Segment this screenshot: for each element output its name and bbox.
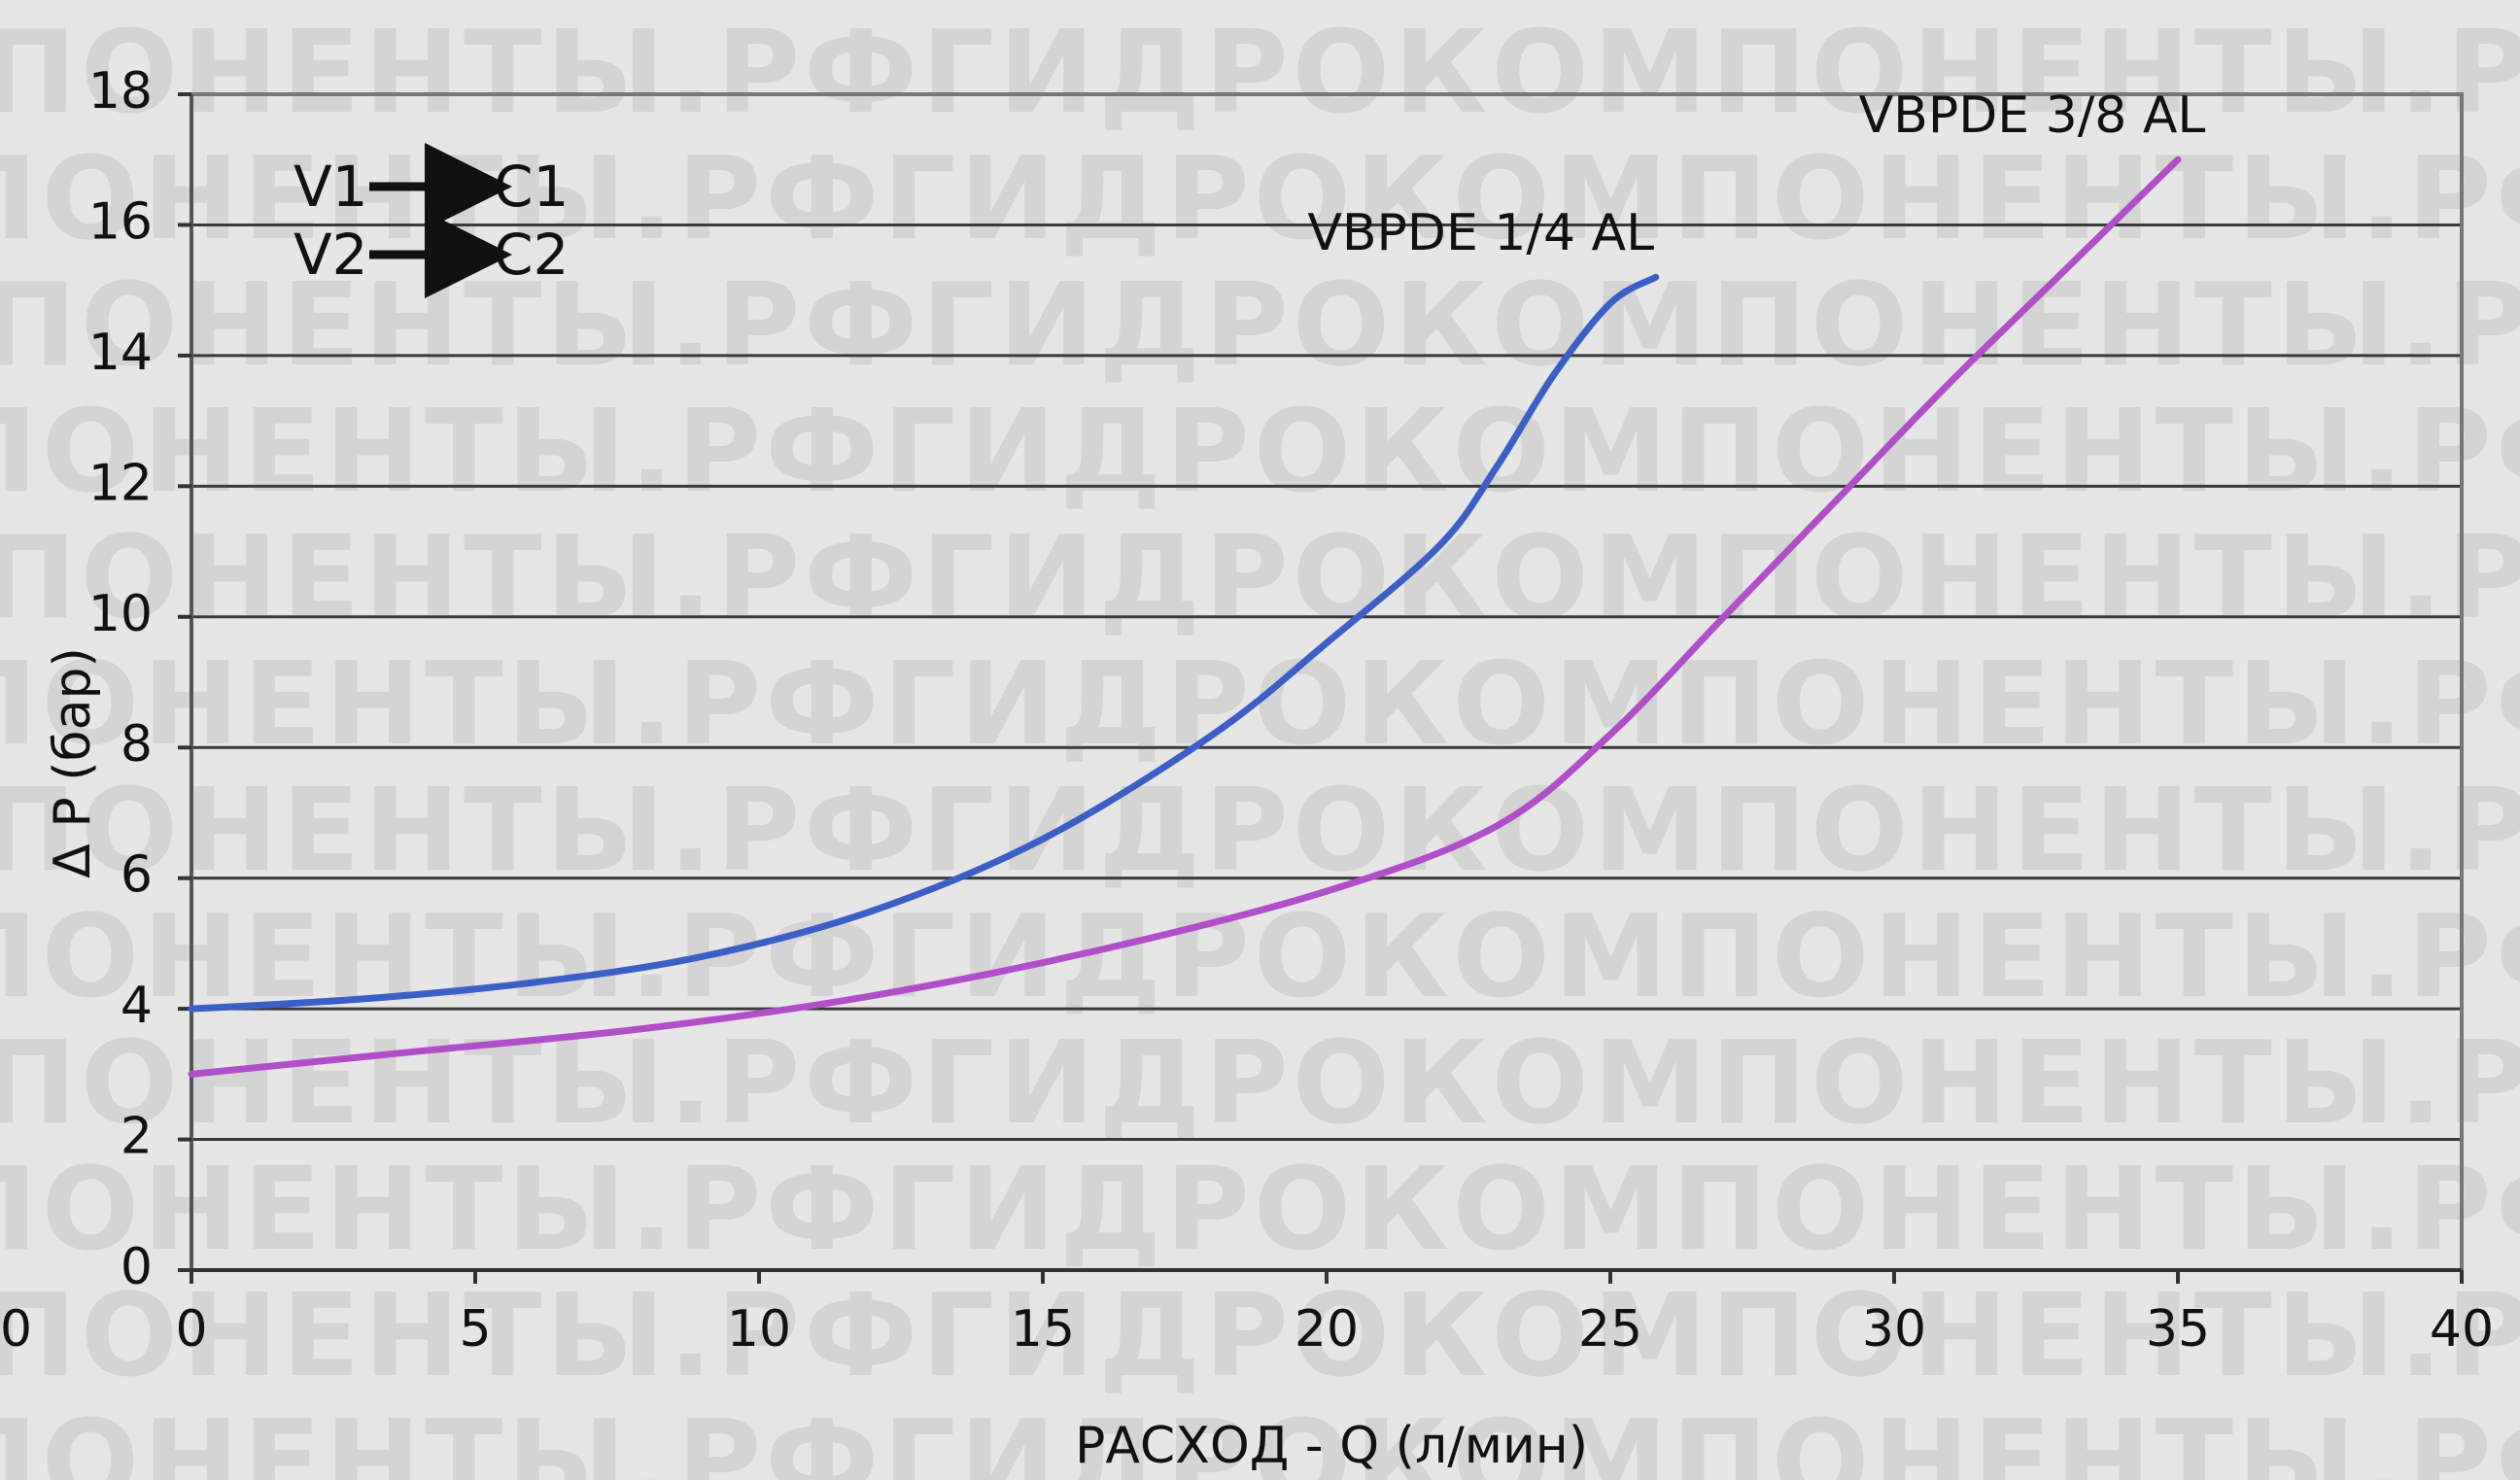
y-tick-label: 18 bbox=[88, 62, 153, 120]
legend-from: V1 bbox=[293, 154, 368, 220]
series-line bbox=[188, 155, 2182, 1078]
x-tick-label: 0 bbox=[175, 1300, 207, 1359]
tick-labels: 0 5 10 15 20 25 30 35 40 0 2 4 6 8 10 12 14 16 18 0 bbox=[0, 62, 2494, 1359]
x-tick-label: 40 bbox=[2430, 1300, 2494, 1359]
y-tick-label: 14 bbox=[88, 324, 153, 382]
watermark: ПОНЕНТЫ.РФГИДРОКОМПОНЕНТЫ.РФГИДРОКОМПОНЕ… bbox=[0, 5, 2520, 1480]
series-label: VBPDE 3/8 AL bbox=[1859, 86, 2206, 145]
watermark-row: ПОНЕНТЫ.РФГИДРОКОМПОНЕНТЫ.РФГИДРОКОМ bbox=[0, 763, 2520, 897]
x-tick-label: 15 bbox=[1011, 1300, 1075, 1359]
y-tick-label: 10 bbox=[88, 585, 153, 643]
legend-to: C1 bbox=[494, 154, 569, 220]
watermark-row: ПОНЕНТЫ.РФГИДРОКОМПОНЕНТЫ.РФГИДРОКОМ bbox=[0, 1015, 2520, 1150]
stray-tick-label: 0 bbox=[0, 1300, 32, 1359]
x-tick-label: 35 bbox=[2146, 1300, 2210, 1359]
series-labels: VBPDE 1/4 AL VBPDE 3/8 AL bbox=[1307, 86, 2205, 262]
flow-legend: V1 C1 V2 C2 bbox=[293, 143, 569, 298]
x-tick-label: 5 bbox=[459, 1300, 491, 1359]
x-tick-label: 30 bbox=[1862, 1300, 1926, 1359]
watermark-row: ПОНЕНТЫ.РФГИДРОКОМПОНЕНТЫ.РФГИДРОКОМ bbox=[0, 131, 2520, 265]
y-axis-title: Δ P (бар) bbox=[44, 647, 102, 878]
x-tick-label: 25 bbox=[1578, 1300, 1642, 1359]
watermark-row: ПОНЕНТЫ.РФГИДРОКОМПОНЕНТЫ.РФГИДРОКОМ bbox=[0, 384, 2520, 518]
watermark-row: ПОНЕНТЫ.РФГИДРОКОМПОНЕНТЫ.РФГИДРОКОМ bbox=[0, 1142, 2520, 1276]
y-tick-label: 6 bbox=[121, 846, 153, 905]
watermark-row: ПОНЕНТЫ.РФГИДРОКОМПОНЕНТЫ.РФГИДРОКОМ bbox=[0, 1394, 2520, 1480]
watermark-row: ПОНЕНТЫ.РФГИДРОКОМПОНЕНТЫ.РФГИДРОКОМ bbox=[0, 258, 2520, 392]
x-tick-label: 20 bbox=[1295, 1300, 1359, 1359]
series-label: VBPDE 1/4 AL bbox=[1307, 204, 1654, 262]
series-lines bbox=[188, 155, 2182, 1078]
watermark-row: ПОНЕНТЫ.РФГИДРОКОМПОНЕНТЫ.РФГИДРОКОМ bbox=[0, 5, 2520, 139]
legend-to: C2 bbox=[494, 222, 569, 288]
y-tick-label: 0 bbox=[121, 1238, 153, 1296]
legend-from: V2 bbox=[293, 222, 368, 288]
watermark-row: ПОНЕНТЫ.РФГИДРОКОМПОНЕНТЫ.РФГИДРОКОМ bbox=[0, 1268, 2520, 1402]
y-tick-label: 12 bbox=[88, 454, 153, 512]
y-tick-label: 8 bbox=[121, 715, 153, 774]
x-axis-title: РАСХОД - Q (л/мин) bbox=[1075, 1417, 1588, 1475]
y-tick-label: 4 bbox=[121, 977, 153, 1035]
y-tick-label: 16 bbox=[88, 192, 153, 251]
x-tick-label: 10 bbox=[727, 1300, 791, 1359]
series-line bbox=[188, 273, 1660, 1013]
y-tick-label: 2 bbox=[121, 1108, 153, 1166]
watermark-row: ПОНЕНТЫ.РФГИДРОКОМПОНЕНТЫ.РФГИДРОКОМ bbox=[0, 510, 2520, 644]
